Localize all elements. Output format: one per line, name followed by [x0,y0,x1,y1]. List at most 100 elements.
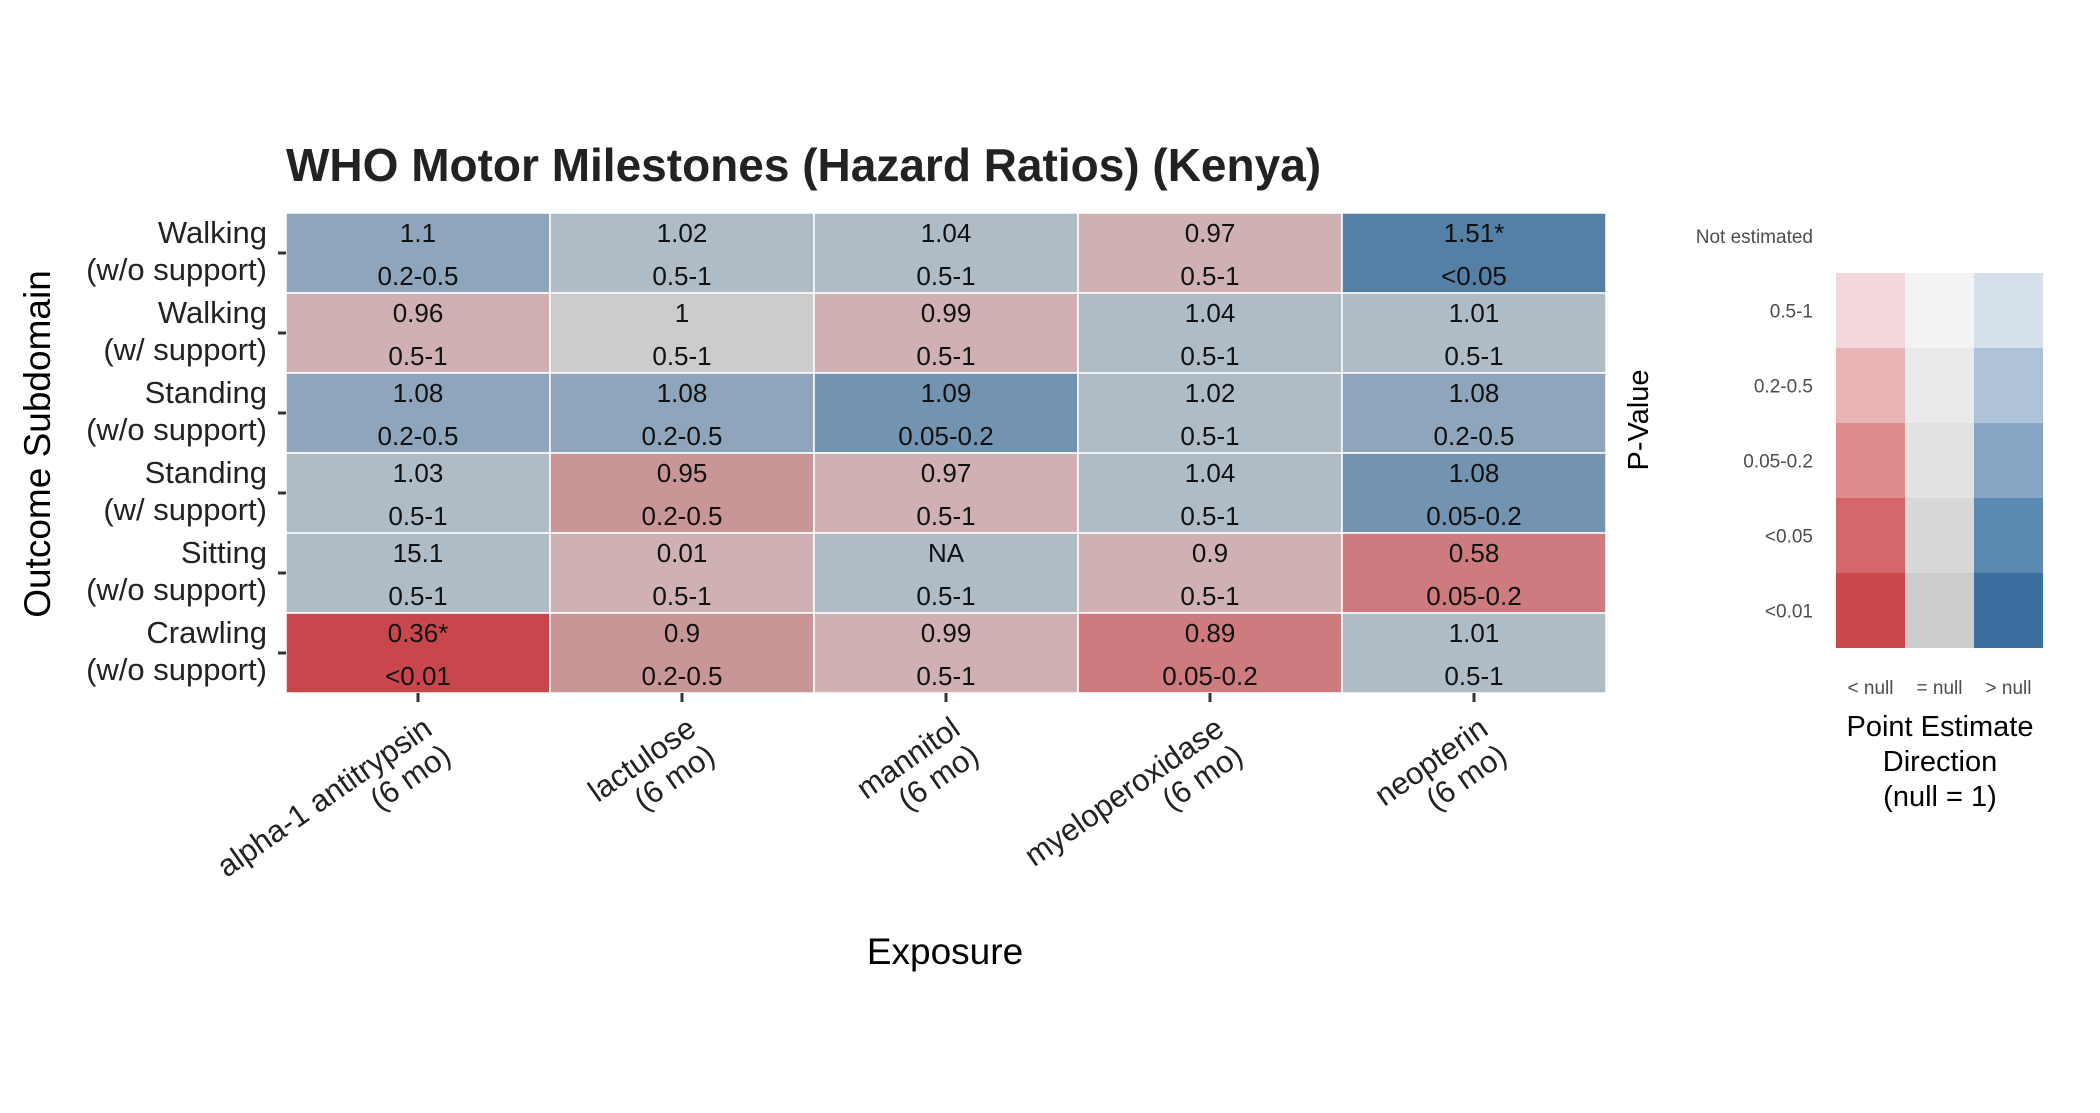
cell-pvalue-label: 0.5-1 [1180,421,1239,451]
cell-pvalue-label: 0.5-1 [1180,341,1239,371]
cell-estimate-label: 1.02 [657,218,708,248]
y-tick-label: (w/ support) [103,332,267,367]
heatmap-cell [813,212,1079,294]
x-axis-title: Exposure [867,931,1023,972]
cell-estimate-label: 0.89 [1185,618,1236,648]
legend-pvalue-label: 0.05-0.2 [1743,452,1813,473]
y-tick-label: Standing [145,455,267,490]
cell-pvalue-label: 0.05-0.2 [1162,661,1257,691]
cell-pvalue-label: 0.05-0.2 [1426,581,1521,611]
y-tick-label: Walking [158,295,267,330]
cell-pvalue-label: 0.5-1 [916,661,975,691]
cell-pvalue-label: <0.01 [385,661,451,691]
heatmap-cell [1077,612,1343,694]
cell-estimate-label: 0.9 [1192,538,1228,568]
legend-direction-title: (null = 1) [1883,781,1997,813]
cell-estimate-label: 1.04 [921,218,972,248]
cell-pvalue-label: 0.2-0.5 [642,501,723,531]
cell-estimate-label: 1.08 [393,378,444,408]
legend-swatch [1905,348,1974,423]
cell-estimate-label: 1 [675,298,689,328]
cell-pvalue-label: 0.5-1 [916,341,975,371]
cell-pvalue-label: 0.5-1 [1444,661,1503,691]
cell-pvalue-label: 0.5-1 [916,581,975,611]
heatmap-cell [1077,292,1343,374]
chart-title: WHO Motor Milestones (Hazard Ratios) (Ke… [286,139,1321,191]
legend-swatch [1836,498,1905,573]
legend-not-estimated-label: Not estimated [1696,227,1813,248]
legend-pvalue-title: P-Value [1623,369,1655,470]
cell-estimate-label: 1.04 [1185,458,1236,488]
cell-estimate-label: 0.9 [664,618,700,648]
cell-pvalue-label: 0.2-0.5 [1434,421,1515,451]
cell-estimate-label: 0.58 [1449,538,1500,568]
y-tick-label: (w/o support) [86,412,267,447]
y-tick-label: Sitting [181,535,267,570]
cell-estimate-label: 0.97 [921,458,972,488]
legend-swatches [1836,273,2043,648]
heatmap-cell [285,212,551,294]
cell-pvalue-label: 0.5-1 [652,581,711,611]
heatmap-cell [1341,452,1607,534]
legend-direction-title: Direction [1883,746,1997,778]
legend-swatch [1905,573,1974,648]
legend-swatch [1905,273,1974,348]
cell-pvalue-label: <0.05 [1441,261,1507,291]
cell-estimate-label: 0.99 [921,618,972,648]
heatmap-cell [549,532,815,614]
legend-swatch [1836,348,1905,423]
cell-pvalue-label: 0.5-1 [1180,581,1239,611]
heatmap-cell [1077,532,1343,614]
cell-estimate-label: 0.95 [657,458,708,488]
y-axis-ticks: Walking(w/o support)Walking(w/ support)S… [86,215,286,687]
cell-pvalue-label: 0.05-0.2 [1426,501,1521,531]
heatmap-cell [813,452,1079,534]
y-tick-label: Walking [158,215,267,250]
cell-estimate-label: 1.03 [393,458,444,488]
cell-pvalue-label: 0.5-1 [1444,341,1503,371]
legend-pvalue-label: 0.5-1 [1770,302,1813,323]
cell-pvalue-label: 0.5-1 [388,501,447,531]
legend-swatch [1836,573,1905,648]
heatmap-cell [285,452,551,534]
heatmap-cell [813,532,1079,614]
legend-swatch [1974,348,2043,423]
legend-swatch [1836,273,1905,348]
cell-pvalue-label: 0.5-1 [1180,261,1239,291]
legend-swatch [1974,273,2043,348]
heatmap-cell [1341,372,1607,454]
cell-pvalue-label: 0.2-0.5 [378,261,459,291]
heatmap-cell [285,612,551,694]
cell-estimate-label: 0.99 [921,298,972,328]
cell-pvalue-label: 0.5-1 [652,261,711,291]
heatmap-cell [549,212,815,294]
cell-estimate-label: 1.01 [1449,298,1500,328]
heatmap-cell [1341,292,1607,374]
legend-swatch [1974,423,2043,498]
cell-estimate-label: 0.97 [1185,218,1236,248]
heatmap-grid: 1.1 0.2-0.5 1.02 0.5-1 1.04 0.5-1 0.97 0.5-1 1.5… [285,212,1607,694]
cell-pvalue-label: 0.5-1 [1180,501,1239,531]
cell-estimate-label: 1.51* [1444,218,1505,248]
y-tick-label: (w/o support) [86,572,267,607]
cell-estimate-label: NA [928,538,965,568]
heatmap-cell [813,292,1079,374]
cell-estimate-label: 0.36* [388,618,449,648]
legend-swatch [1905,423,1974,498]
heatmap-cell [1341,612,1607,694]
legend: Not estimated P-Value 0.5-1 0.2-0.5 0.05-0… [1623,227,2043,813]
legend-swatch [1905,498,1974,573]
cell-estimate-label: 1.08 [1449,378,1500,408]
cell-estimate-label: 1.01 [1449,618,1500,648]
cell-estimate-label: 1.09 [921,378,972,408]
legend-direction-label: < null [1848,678,1894,699]
cell-estimate-label: 1.08 [657,378,708,408]
legend-swatch [1974,573,2043,648]
cell-pvalue-label: 0.5-1 [652,341,711,371]
cell-estimate-label: 0.01 [657,538,708,568]
legend-pvalue-label: 0.2-0.5 [1754,377,1813,398]
heatmap-cell [549,452,815,534]
cell-estimate-label: 1.08 [1449,458,1500,488]
cell-pvalue-label: 0.05-0.2 [898,421,993,451]
